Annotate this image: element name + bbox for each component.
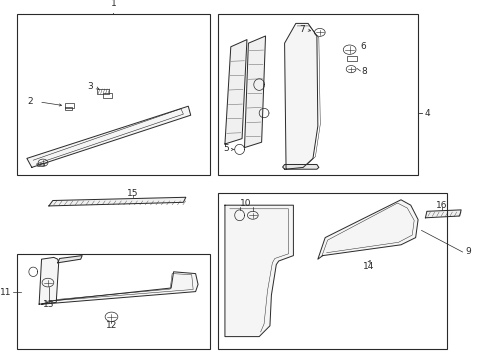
Polygon shape — [244, 36, 265, 148]
Polygon shape — [282, 165, 318, 169]
Text: 6: 6 — [360, 42, 366, 51]
Text: 14: 14 — [362, 262, 373, 271]
Text: 7: 7 — [298, 25, 304, 34]
Polygon shape — [27, 106, 190, 167]
Text: 4: 4 — [424, 109, 429, 118]
Polygon shape — [284, 23, 317, 169]
Text: 9: 9 — [465, 248, 470, 256]
Text: 2: 2 — [27, 97, 33, 106]
Text: 16: 16 — [435, 201, 447, 210]
Text: 13: 13 — [43, 300, 55, 309]
Text: 5: 5 — [223, 144, 228, 153]
Polygon shape — [317, 200, 417, 259]
Text: 8: 8 — [360, 68, 366, 77]
Text: 1: 1 — [110, 0, 116, 8]
Bar — [17, 254, 210, 349]
Polygon shape — [39, 257, 59, 304]
Polygon shape — [224, 205, 293, 337]
Text: 15: 15 — [127, 189, 139, 198]
Text: 3: 3 — [87, 82, 93, 91]
Polygon shape — [58, 256, 82, 263]
Bar — [17, 14, 210, 175]
Text: 12: 12 — [105, 321, 117, 330]
Polygon shape — [41, 272, 198, 304]
Bar — [217, 14, 417, 175]
Text: 11: 11 — [0, 288, 12, 297]
Polygon shape — [49, 197, 185, 206]
Polygon shape — [425, 210, 460, 218]
Bar — [217, 193, 447, 349]
Text: 10: 10 — [240, 199, 251, 208]
Polygon shape — [224, 40, 246, 144]
